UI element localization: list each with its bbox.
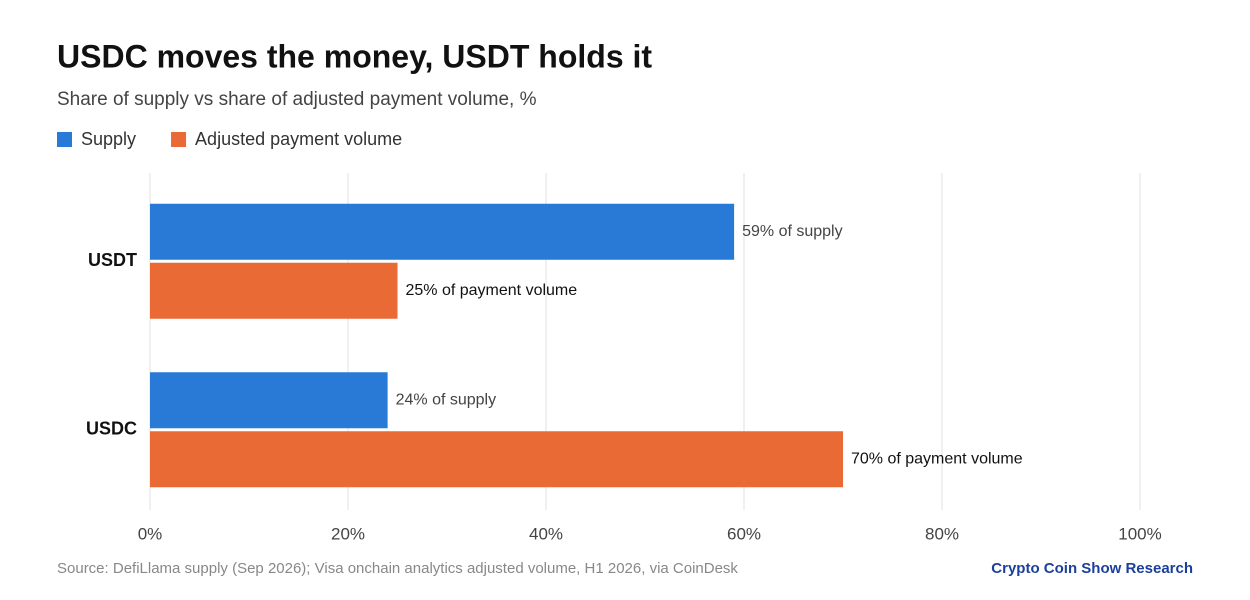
chart-subtitle: Share of supply vs share of adjusted pay… [57, 89, 537, 110]
bar [150, 372, 388, 429]
x-tick-label: 40% [529, 524, 563, 543]
credit: Crypto Coin Show Research [991, 560, 1193, 577]
x-tick-label: 100% [1118, 524, 1161, 543]
value-label: 25% of payment volume [406, 282, 578, 299]
legend-label: Adjusted payment volume [195, 129, 402, 149]
y-tick-label: USDC [86, 419, 137, 439]
chart-title: USDC moves the money, USDT holds it [57, 38, 652, 74]
value-label: 24% of supply [396, 391, 497, 408]
source-note: Source: DefiLlama supply (Sep 2026); Vis… [57, 560, 738, 577]
bar [150, 262, 398, 319]
legend-swatch [57, 132, 72, 147]
x-tick-label: 80% [925, 524, 959, 543]
value-label: 59% of supply [742, 223, 843, 240]
x-tick-label: 60% [727, 524, 761, 543]
y-tick-label: USDT [88, 250, 137, 270]
legend-swatch [171, 132, 187, 147]
bar [150, 203, 735, 260]
value-label: 70% of payment volume [851, 450, 1023, 467]
bars [150, 203, 843, 488]
x-tick-label: 20% [331, 524, 365, 543]
bar [150, 431, 843, 488]
legend-label: Supply [81, 129, 136, 149]
x-tick-label: 0% [138, 524, 163, 543]
